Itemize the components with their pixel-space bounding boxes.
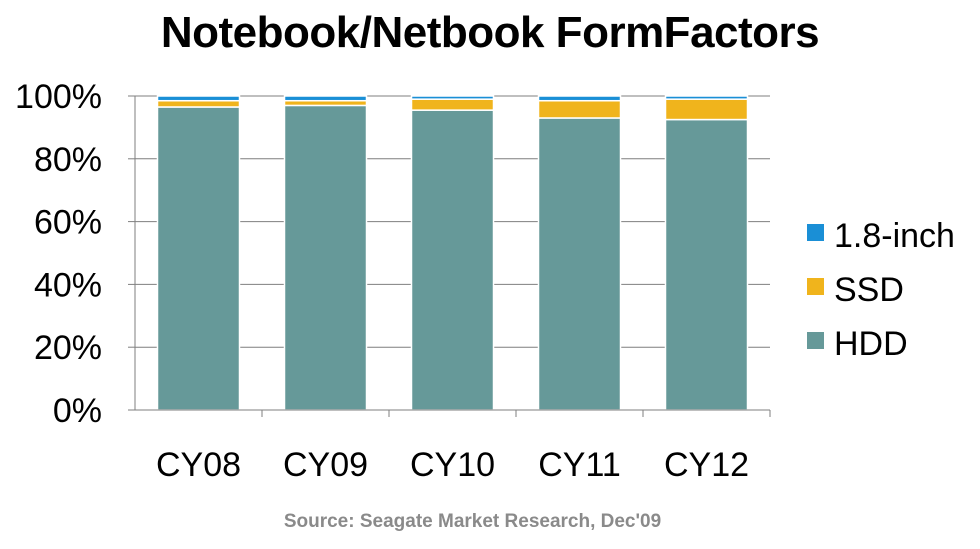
chart-title: Notebook/Netbook FormFactors xyxy=(160,8,820,57)
bar-1-8-inch-cy10 xyxy=(410,95,495,100)
y-tick-label: 60% xyxy=(34,204,102,242)
legend-label-hdd: HDD xyxy=(834,325,908,363)
bar-hdd-cy12 xyxy=(664,118,749,411)
legend: 1.8-inch SSD HDD xyxy=(807,217,955,363)
bar-ssd-cy12 xyxy=(664,98,749,121)
bar-hdd-cy08 xyxy=(156,106,241,411)
y-axis-ticks: 0% 20% 40% 60% 80% 100% xyxy=(15,78,102,430)
x-tick-label: CY08 xyxy=(156,446,241,484)
bar-1-8-inch-cy08 xyxy=(156,95,241,102)
y-tick-label: 100% xyxy=(15,78,102,116)
bar-hdd-cy11 xyxy=(537,117,622,411)
source-note: Source: Seagate Market Research, Dec'09 xyxy=(283,511,662,532)
legend-swatch-1-8-inch xyxy=(807,224,824,241)
x-tick-label: CY09 xyxy=(283,446,368,484)
bar-ssd-cy08 xyxy=(156,99,241,108)
bar-hdd-cy09 xyxy=(283,104,368,411)
axes xyxy=(128,95,771,417)
legend-label-1-8-inch: 1.8-inch xyxy=(834,217,955,255)
legend-swatch-hdd xyxy=(807,332,824,349)
y-tick-label: 40% xyxy=(34,266,102,304)
bar-1-8-inch-cy11 xyxy=(537,95,622,102)
legend-label-ssd: SSD xyxy=(834,271,904,309)
legend-swatch-ssd xyxy=(807,278,824,295)
y-tick-label: 20% xyxy=(34,329,102,367)
bars xyxy=(156,95,749,411)
bar-1-8-inch-cy12 xyxy=(664,95,749,100)
x-axis-ticks: CY08 CY09 CY10 CY11 CY12 xyxy=(156,446,749,484)
y-tick-label: 0% xyxy=(53,392,102,430)
x-tick-label: CY11 xyxy=(538,446,621,484)
bar-ssd-cy11 xyxy=(537,99,622,119)
bar-hdd-cy10 xyxy=(410,109,495,411)
bar-1-8-inch-cy09 xyxy=(283,95,368,102)
y-tick-label: 80% xyxy=(34,141,102,179)
x-tick-label: CY10 xyxy=(410,446,495,484)
x-tick-label: CY12 xyxy=(664,446,749,484)
bar-ssd-cy10 xyxy=(410,98,495,111)
